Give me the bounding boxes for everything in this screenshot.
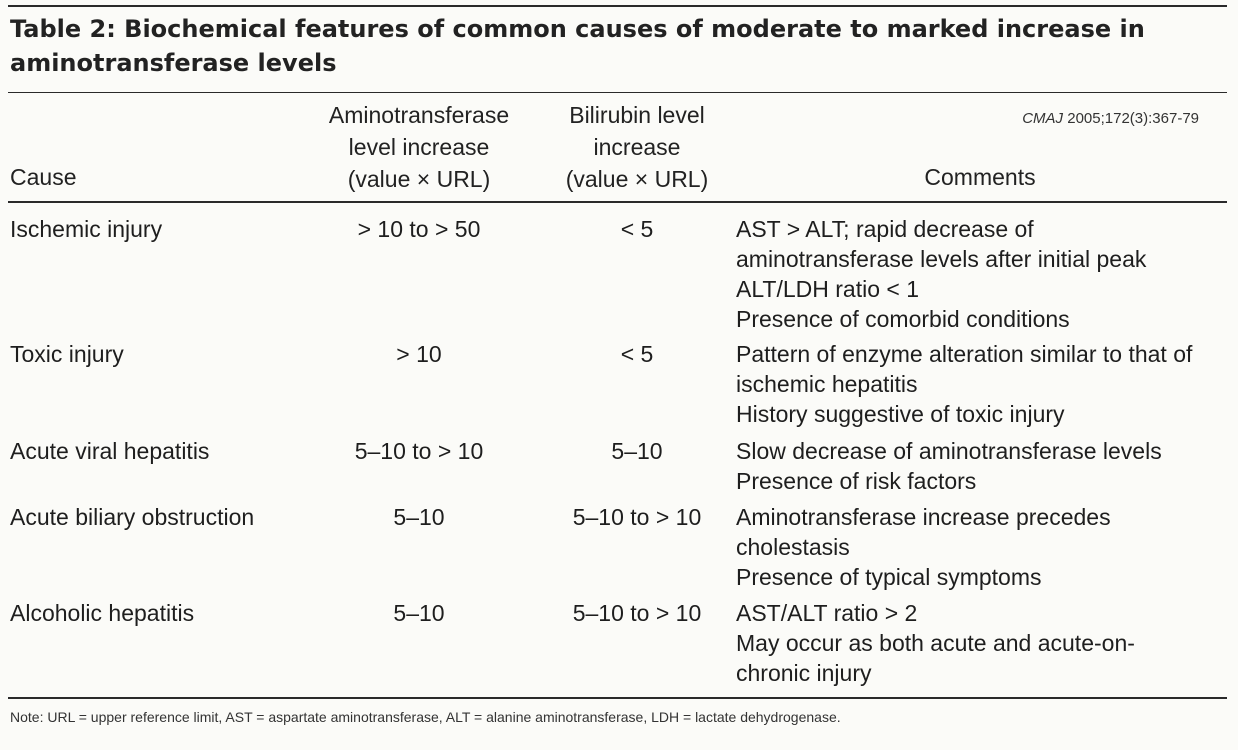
cause-cell: Alcoholic hepatitis (10, 600, 195, 626)
comments-cell: Aminotransferase increase precedes chole… (736, 502, 1236, 592)
comment-line: ischemic hepatitis (736, 371, 918, 397)
comment-line: Slow decrease of aminotransferase levels (736, 438, 1162, 464)
comments-cell: Slow decrease of aminotransferase levels… (736, 436, 1236, 496)
bilirubin-cell: 5–10 (611, 438, 663, 464)
comment-line: Presence of risk factors (736, 468, 977, 494)
column-header-comments: Comments (924, 164, 1036, 190)
comment-line: cholestasis (736, 534, 850, 560)
cause-cell: Ischemic injury (10, 216, 163, 242)
comment-line: ALT/LDH ratio < 1 (736, 276, 920, 302)
comment-line: chronic injury (736, 660, 872, 686)
comment-line: Pattern of enzyme alteration similar to … (736, 341, 1193, 367)
bottom-rule (8, 697, 1227, 699)
top-rule (8, 5, 1227, 7)
cause-cell: Acute viral hepatitis (10, 438, 210, 464)
comments-cell: AST > ALT; rapid decrease of aminotransf… (736, 214, 1236, 334)
cause-cell: Toxic injury (10, 341, 124, 367)
aminotransferase-cell: > 10 to > 50 (357, 216, 481, 242)
comment-line: Aminotransferase increase precedes (736, 504, 1111, 530)
cause-cell: Acute biliary obstruction (10, 504, 255, 530)
comment-line: Presence of typical symptoms (736, 564, 1042, 590)
comment-line: AST > ALT; rapid decrease of (736, 216, 1034, 242)
comment-line: May occur as both acute and acute-on- (736, 630, 1135, 656)
header-top-rule (8, 92, 1227, 93)
comment-line: AST/ALT ratio > 2 (736, 600, 918, 626)
bilirubin-cell: < 5 (620, 216, 654, 242)
aminotransferase-cell: 5–10 (393, 504, 445, 530)
comment-line: aminotransferase levels after initial pe… (736, 246, 1147, 272)
column-header-cause: Cause (10, 164, 77, 190)
header-bottom-rule (8, 201, 1227, 203)
bilirubin-cell: < 5 (620, 341, 654, 367)
comments-cell: AST/ALT ratio > 2 May occur as both acut… (736, 598, 1236, 688)
table-title: Table 2: Biochemical features of common … (10, 15, 1145, 77)
source-citation: CMAJ 2005;172(3):367-79 (940, 110, 1199, 128)
column-header-bilirubin: Bilirubin level increase (value × URL) (565, 102, 709, 192)
aminotransferase-cell: 5–10 to > 10 (354, 438, 484, 464)
comments-cell: Pattern of enzyme alteration similar to … (736, 339, 1236, 429)
comment-line: Presence of comorbid conditions (736, 306, 1070, 332)
aminotransferase-cell: 5–10 (393, 600, 445, 626)
source-reference: 2005;172(3):367-79 (1063, 110, 1199, 127)
bilirubin-cell: 5–10 to > 10 (572, 600, 702, 626)
aminotransferase-cell: > 10 (396, 341, 442, 367)
column-header-aminotransferase: Aminotransferase level increase (value ×… (328, 102, 510, 192)
comment-line: History suggestive of toxic injury (736, 401, 1065, 427)
table-footnote: Note: URL = upper reference limit, AST =… (10, 709, 841, 725)
source-journal: CMAJ (1022, 110, 1064, 127)
bilirubin-cell: 5–10 to > 10 (572, 504, 702, 530)
